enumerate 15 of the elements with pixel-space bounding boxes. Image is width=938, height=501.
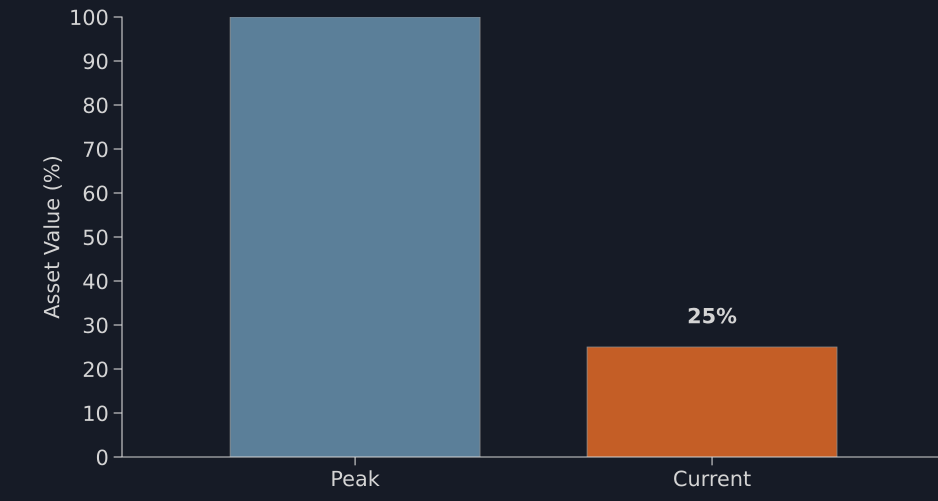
y-tick-label: 70 [84,141,108,158]
y-tick-label: 60 [84,185,108,202]
y-tick-label: 40 [83,273,108,290]
y-axis-title: Asset Value (%) [43,157,62,319]
data-label: 25% [688,308,736,324]
y-tick-label: 90 [84,53,108,70]
y-tick-label: 20 [84,361,108,378]
y-tick-label: 50 [84,229,108,246]
y-tick-label: 80 [84,97,108,114]
y-tick-label: 100 [71,9,108,26]
x-tick-label: Peak [332,470,380,486]
x-tick-label: Current [674,470,751,486]
y-tick-label: 30 [84,317,108,334]
y-tick-label: 0 [96,449,108,466]
y-tick-label: 10 [84,405,108,422]
